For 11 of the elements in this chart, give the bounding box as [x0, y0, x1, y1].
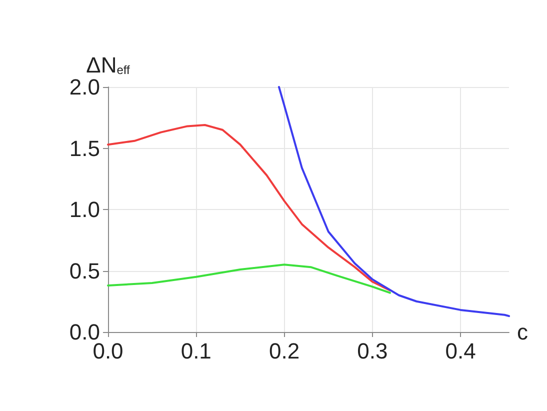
x-axis-title: c	[517, 320, 528, 344]
line-series	[107, 124, 392, 292]
x-tick-label: 0.2	[268, 338, 300, 364]
x-tick-label: 0.4	[445, 338, 476, 364]
x-tick-label: 0.3	[357, 338, 388, 364]
line-series	[107, 264, 392, 294]
y-tick-label: 1.5	[69, 136, 100, 161]
x-tick-label: 0.1	[180, 338, 212, 364]
line-series	[278, 86, 510, 318]
y-tick-label: 0.5	[69, 258, 100, 284]
y-tick-label: 1.0	[69, 197, 100, 222]
